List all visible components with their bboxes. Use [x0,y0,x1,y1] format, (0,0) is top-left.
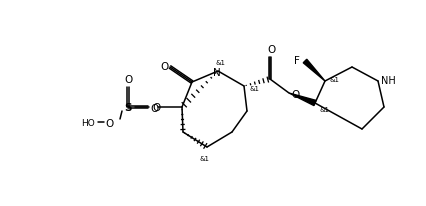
Polygon shape [289,94,316,106]
Text: &1: &1 [249,85,259,91]
Text: O: O [152,103,160,112]
Text: S: S [124,103,132,112]
Text: NH: NH [380,76,395,85]
Text: O: O [268,45,276,55]
Text: &1: &1 [215,60,225,66]
Text: N: N [213,68,221,78]
Text: O: O [105,118,113,128]
Text: &1: &1 [320,107,330,112]
Text: O: O [124,75,132,85]
Text: O: O [160,62,168,72]
Polygon shape [303,60,325,82]
Text: F: F [294,56,300,66]
Text: &1: &1 [330,77,340,83]
Text: &1: &1 [200,155,210,161]
Text: O: O [292,90,300,99]
Text: O: O [150,103,158,114]
Text: HO: HO [81,119,95,128]
